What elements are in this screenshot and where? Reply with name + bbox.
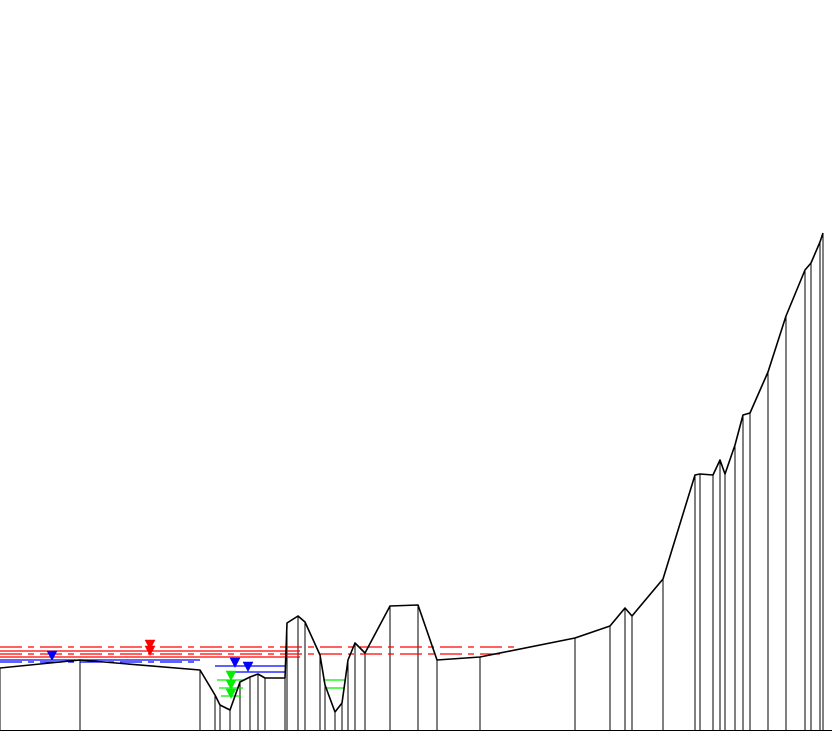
- water-level-marker-green: [225, 670, 237, 682]
- water-level-marker-red: [144, 645, 156, 657]
- water-level-marker-blue: [46, 650, 58, 662]
- water-level-lines: [0, 646, 520, 697]
- water-level-marker-green: [225, 679, 237, 691]
- water-level-marker-green: [225, 688, 237, 700]
- ground-profile: [0, 232, 824, 713]
- water-level-marker-blue: [242, 661, 254, 673]
- water-level-markers: [46, 639, 254, 700]
- water-level-marker-blue: [229, 657, 241, 669]
- ground-profile-line: [0, 232, 824, 713]
- station-lines: [0, 233, 832, 731]
- water-level-marker-red: [144, 639, 156, 651]
